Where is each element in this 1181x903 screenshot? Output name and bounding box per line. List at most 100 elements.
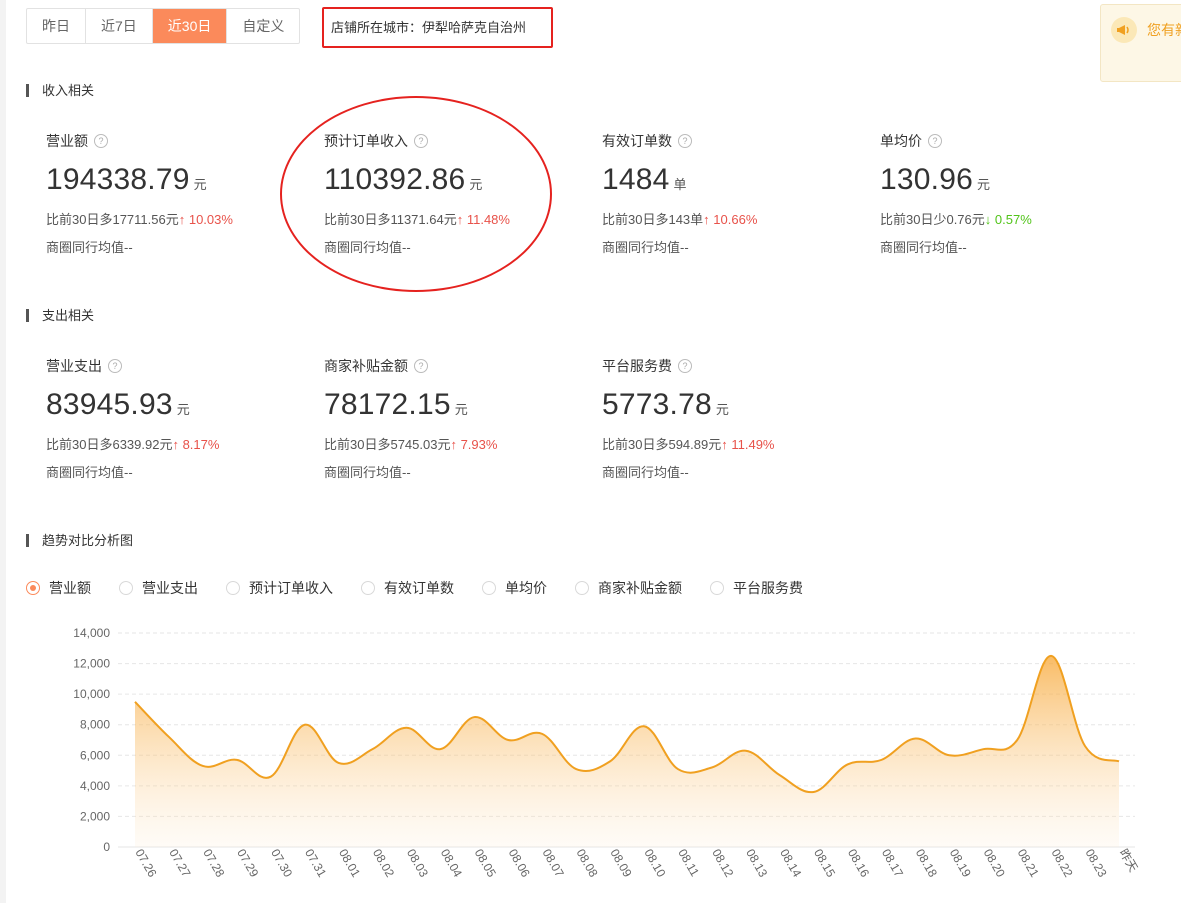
data-point[interactable] — [709, 765, 715, 771]
x-tick-label: 08.04 — [438, 847, 465, 880]
data-point[interactable] — [1014, 737, 1020, 743]
x-tick-label: 07.27 — [166, 847, 193, 880]
data-point[interactable] — [1116, 758, 1122, 764]
data-point[interactable] — [641, 723, 647, 729]
data-point[interactable] — [302, 722, 308, 728]
metric-peer-avg: 商圈同行均值-- — [880, 240, 967, 255]
metric-compare: 比前30日多6339.92元 — [46, 437, 173, 452]
metric-value: 83945.93 — [46, 388, 173, 421]
metric-merchant-subsidy: 商家补贴金额? 78172.15 元 比前30日多5745.03元↑ 7.93% … — [324, 356, 497, 481]
data-point[interactable] — [268, 774, 274, 780]
metric-pct: 8.17% — [182, 437, 220, 452]
data-point[interactable] — [1082, 743, 1088, 749]
x-tick-label: 08.06 — [506, 847, 533, 880]
up-arrow-icon: ↑ — [178, 212, 186, 227]
metric-label: 平台服务费 — [602, 358, 672, 374]
radio-label: 预计订单收入 — [249, 580, 333, 596]
y-tick-label: 10,000 — [73, 687, 110, 701]
metric-peer-avg: 商圈同行均值-- — [46, 240, 133, 255]
radio-merchant-subsidy[interactable]: 商家补贴金额 — [575, 578, 682, 598]
data-point[interactable] — [777, 772, 783, 778]
data-point[interactable] — [370, 746, 376, 752]
metric-label: 营业额 — [46, 133, 88, 149]
metric-revenue: 营业额? 194338.79 元 比前30日多17711.56元↑ 10.03% … — [46, 131, 233, 256]
x-tick-label: 08.02 — [370, 847, 397, 880]
radio-dot-icon — [575, 581, 589, 595]
date-range-tabs: 昨日 近7日 近30日 自定义 — [26, 8, 301, 44]
metric-avg-order-price: 单均价? 130.96 元 比前30日少0.76元↓ 0.57% 商圈同行均值-- — [880, 131, 1032, 256]
metric-peer-avg: 商圈同行均值-- — [602, 465, 689, 480]
radio-avg-order-price[interactable]: 单均价 — [482, 578, 547, 598]
help-icon[interactable]: ? — [928, 134, 942, 148]
data-point[interactable] — [573, 766, 579, 772]
metric-value: 194338.79 — [46, 163, 190, 196]
data-point[interactable] — [471, 714, 477, 720]
up-arrow-icon: ↑ — [703, 212, 710, 227]
x-tick-label: 08.17 — [879, 847, 906, 880]
data-point[interactable] — [912, 735, 918, 741]
metric-compare: 比前30日多594.89元 — [602, 437, 722, 452]
data-point[interactable] — [946, 752, 952, 758]
help-icon[interactable]: ? — [678, 134, 692, 148]
y-tick-label: 6,000 — [80, 748, 110, 762]
section-income-title: 收入相关 — [26, 84, 94, 97]
data-point[interactable] — [437, 746, 443, 752]
tab-custom[interactable]: 自定义 — [242, 18, 285, 34]
section-trend-title: 趋势对比分析图 — [26, 534, 133, 547]
radio-expected-order-income[interactable]: 预计订单收入 — [226, 578, 333, 598]
radio-dot-icon — [361, 581, 375, 595]
data-point[interactable] — [743, 748, 749, 754]
data-point[interactable] — [403, 725, 409, 731]
x-tick-label: 08.21 — [1015, 847, 1042, 880]
data-point[interactable] — [878, 757, 884, 763]
metric-pct: 11.49% — [731, 437, 775, 452]
series-area-revenue — [135, 655, 1119, 847]
data-point[interactable] — [336, 760, 342, 766]
radio-label: 营业额 — [49, 580, 91, 596]
metric-unit: 元 — [454, 402, 468, 417]
data-point[interactable] — [607, 758, 613, 764]
trend-area-chart[interactable]: 0 2,000 4,000 6,000 8,000 10,000 12,000 14,000 0… — [0, 620, 1181, 903]
data-point[interactable] — [200, 763, 206, 769]
help-icon[interactable]: ? — [678, 359, 692, 373]
data-point[interactable] — [505, 737, 511, 743]
radio-dot-icon — [119, 581, 133, 595]
tab-last-30-days[interactable]: 近30日 — [152, 9, 228, 43]
radio-platform-fee[interactable]: 平台服务费 — [710, 578, 803, 598]
radio-revenue[interactable]: 营业额 — [26, 578, 91, 598]
metric-platform-fee: 平台服务费? 5773.78 元 比前30日多594.89元↑ 11.49% 商圈… — [602, 356, 775, 481]
x-tick-label: 08.05 — [472, 847, 499, 880]
help-icon[interactable]: ? — [108, 359, 122, 373]
data-point[interactable] — [811, 789, 817, 795]
data-point[interactable] — [980, 746, 986, 752]
megaphone-icon — [1111, 17, 1137, 43]
data-point[interactable] — [539, 731, 545, 737]
radio-operating-expense[interactable]: 营业支出 — [119, 578, 198, 598]
metric-unit: 元 — [176, 402, 190, 417]
data-point[interactable] — [166, 734, 172, 740]
radio-label: 营业支出 — [142, 580, 198, 596]
help-icon[interactable]: ? — [414, 359, 428, 373]
section-expense-title: 支出相关 — [26, 309, 94, 322]
data-point[interactable] — [234, 757, 240, 763]
help-icon[interactable]: ? — [94, 134, 108, 148]
metric-unit: 单 — [673, 177, 687, 192]
x-tick-label: 07.30 — [268, 847, 295, 880]
x-tick-label: 08.16 — [845, 847, 872, 880]
tab-last-7-days[interactable]: 近7日 — [86, 9, 153, 43]
tab-yesterday[interactable]: 昨日 — [27, 9, 86, 43]
x-tick-label: 08.23 — [1082, 847, 1109, 880]
data-point[interactable] — [675, 766, 681, 772]
notification-panel[interactable]: 您有新 — [1100, 4, 1181, 82]
data-point[interactable] — [1048, 653, 1054, 659]
x-tick-label: 08.13 — [743, 847, 770, 880]
x-tick-label: 08.12 — [709, 847, 736, 880]
x-tick-label: 08.20 — [981, 847, 1008, 880]
up-arrow-icon: ↑ — [450, 437, 457, 452]
metric-value: 130.96 — [880, 163, 973, 196]
y-tick-label: 4,000 — [80, 779, 110, 793]
x-tick-label: 08.15 — [811, 847, 838, 880]
radio-valid-orders[interactable]: 有效订单数 — [361, 578, 454, 598]
data-point[interactable] — [845, 761, 851, 767]
data-point[interactable] — [132, 699, 138, 705]
